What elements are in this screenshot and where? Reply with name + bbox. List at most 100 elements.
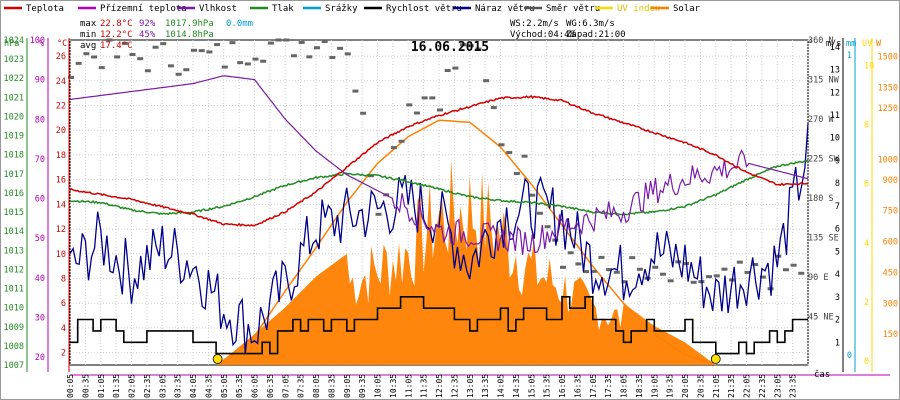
wind-direction-mark	[229, 41, 236, 45]
hpa-tick: 1007	[4, 361, 24, 371]
x-tick-group: 14:05	[497, 374, 506, 398]
wind-direction-mark	[106, 38, 113, 42]
x-tick: 23:05	[773, 374, 782, 398]
x-tick-group: 09:05	[343, 374, 352, 398]
wind-direction-mark	[91, 55, 98, 59]
hpa-tick: 1015	[4, 208, 24, 218]
wind-direction-mark	[221, 65, 228, 69]
legend-label: Přízemní teplota	[100, 4, 187, 14]
x-tick-group: 05:05	[220, 374, 229, 398]
wind-direction-mark	[759, 275, 766, 279]
x-tick-group: 20:35	[696, 374, 705, 398]
x-tick: 08:35	[327, 374, 336, 398]
wind-direction-mark	[167, 64, 174, 68]
stat-min-label: min	[80, 30, 96, 40]
wind-direction-mark	[390, 146, 397, 150]
wind-direction-tick: 135 SE	[808, 234, 839, 244]
temperature-tick: 6	[61, 299, 66, 309]
humidity-tick: 100	[30, 36, 45, 46]
temperature-tick: 16	[56, 176, 66, 186]
wind-speed-tick: 2	[835, 316, 840, 326]
wind-direction-mark	[306, 55, 313, 59]
uv-axis: 10 8 6 4 2 0	[864, 62, 874, 367]
hpa-tick: 1023	[4, 55, 24, 65]
rain-tick: 1	[847, 51, 852, 61]
x-tick: 14:05	[497, 374, 506, 398]
x-tick: 07:05	[281, 374, 290, 398]
wind-direction-mark	[798, 271, 805, 275]
x-tick-group: 03:35	[174, 374, 183, 398]
uv-tick: 4	[864, 239, 869, 249]
x-tick-group: 09:35	[358, 374, 367, 398]
wind-direction-mark	[398, 139, 405, 143]
hpa-tick: 1024	[4, 36, 24, 46]
wind-direction-mark	[536, 211, 543, 215]
wind-speed-axis: 14 13 12 11 10 9 8 7 6 5 4 3 2 1	[830, 43, 840, 348]
wind-direction-mark	[175, 72, 182, 76]
wind-direction-axis: 360 N 315 NW 270 W 225 SW 180 S 135 SE 90 E 45 …	[808, 36, 840, 323]
x-tick: 18:35	[635, 374, 644, 398]
wind-direction-mark	[429, 96, 436, 100]
stat-avg-temp: 17.4°C	[100, 41, 133, 51]
humidity-tick: 40	[35, 274, 45, 284]
x-tick-group: 06:35	[266, 374, 275, 398]
wind-speed-tick: 11	[830, 111, 840, 121]
wind-direction-mark	[752, 262, 759, 266]
wind-direction-tick: 270 W	[808, 115, 834, 125]
wind-direction-mark	[214, 43, 221, 47]
x-tick: 13:05	[466, 374, 475, 398]
x-tick-group: 19:05	[650, 374, 659, 398]
wind-speed-tick: 14	[830, 43, 840, 53]
humidity-tick: 70	[35, 155, 45, 165]
temperature-tick: 24	[56, 77, 66, 87]
wind-direction-tick: 90 E	[808, 273, 828, 283]
wind-direction-mark	[152, 45, 159, 49]
wind-direction-mark	[782, 268, 789, 272]
wind-direction-mark	[483, 79, 490, 83]
uv-axis-title: UV	[862, 39, 872, 49]
x-tick-group: 22:05	[743, 374, 752, 398]
wind-direction-mark	[583, 270, 590, 274]
solar-tick: 300	[883, 299, 898, 309]
x-tick-group: 13:35	[481, 374, 490, 398]
x-tick: 10:35	[389, 374, 398, 398]
temperature-axis: 26 24 22 20 18 16 14 12 10 8 6 4 2	[56, 52, 66, 359]
temperature-tick: 26	[56, 52, 66, 62]
hpa-tick: 1012	[4, 265, 24, 275]
wind-direction-mark	[475, 47, 482, 51]
legend-label: Rychlost větru	[386, 4, 462, 14]
wind-direction-mark	[529, 193, 536, 197]
legend-label: Tlak	[272, 4, 294, 14]
wind-direction-mark	[613, 270, 620, 274]
wind-direction-mark	[283, 38, 290, 42]
wind-direction-mark	[298, 40, 305, 44]
stat-max-temp: 22.8°C	[100, 19, 133, 29]
temperature-tick: 10	[56, 250, 66, 260]
hpa-tick: 1017	[4, 170, 24, 180]
solar-tick: 150	[883, 330, 898, 340]
wind-direction-mark	[375, 212, 382, 216]
temperature-tick: 20	[56, 126, 66, 136]
legend-label: Srážky	[325, 4, 358, 14]
humidity-axis-title: %	[39, 39, 44, 49]
wind-speed-tick: 13	[830, 66, 840, 76]
x-tick: 05:05	[220, 374, 229, 398]
wind-direction-mark	[144, 69, 151, 73]
sunrise-marker	[212, 354, 223, 364]
x-tick-group: 13:05	[466, 374, 475, 398]
wind-direction-mark	[506, 151, 513, 155]
x-tick-group: 21:05	[712, 374, 721, 398]
wind-speed-tick: 8	[835, 179, 840, 189]
wind-direction-axis-title: °	[808, 39, 813, 49]
x-tick: 03:05	[158, 374, 167, 398]
hpa-tick: 1014	[4, 227, 24, 237]
stat-max-hum: 92%	[139, 19, 156, 29]
hpa-axis: 1024 1023 1022 1021 1020 1019 1018 1017 1016 1015…	[4, 36, 24, 371]
temperature-tick: 22	[56, 101, 66, 111]
wind-direction-mark	[513, 171, 520, 175]
x-tick-group: 10:05	[374, 374, 383, 398]
x-tick: 02:35	[143, 374, 152, 398]
wind-direction-mark	[191, 48, 197, 52]
legend-label: Náraz větru	[475, 4, 535, 14]
